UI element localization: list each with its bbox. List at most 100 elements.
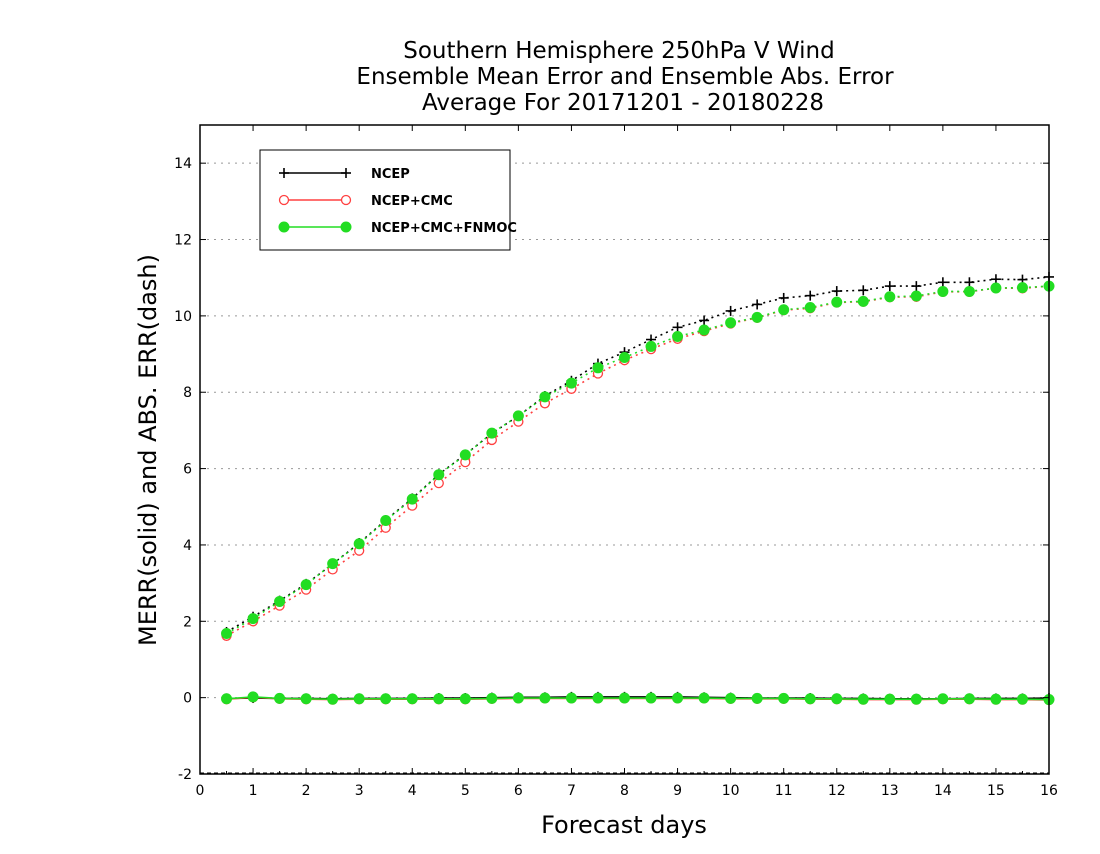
mean-error-point bbox=[751, 692, 763, 704]
abs-error-point bbox=[486, 427, 498, 439]
mean-error-point bbox=[221, 693, 233, 705]
abs-error-point bbox=[592, 362, 604, 374]
abs-error-point bbox=[672, 322, 683, 333]
abs-error-point bbox=[857, 295, 869, 307]
mean-error-point bbox=[247, 691, 259, 703]
abs-error-point bbox=[831, 286, 842, 297]
mean-error-point bbox=[910, 693, 922, 705]
abs-error-point bbox=[459, 449, 471, 461]
abs-error-point bbox=[751, 311, 763, 323]
mean-error-point bbox=[857, 693, 869, 705]
abs-error-point bbox=[910, 290, 922, 302]
abs-error-point bbox=[752, 299, 763, 310]
mean-error-point bbox=[406, 693, 418, 705]
mean-error-point bbox=[565, 692, 577, 704]
x-tick-label: 14 bbox=[934, 783, 952, 799]
abs-error-point bbox=[699, 315, 710, 326]
mean-error-point bbox=[539, 692, 551, 704]
mean-error-point bbox=[353, 693, 365, 705]
legend-label: NCEP+CMC bbox=[371, 194, 453, 209]
x-tick-label: 1 bbox=[249, 783, 258, 799]
abs-error-point bbox=[433, 469, 445, 481]
series-ncep-cmc-fnmoc bbox=[221, 280, 1055, 706]
x-tick-label: 5 bbox=[461, 783, 470, 799]
abs-error-point bbox=[619, 351, 630, 363]
legend-label: NCEP+CMC+FNMOC bbox=[371, 221, 517, 236]
mean-error-point bbox=[990, 693, 1002, 705]
mean-error-point bbox=[831, 693, 843, 705]
mean-error-point bbox=[698, 692, 710, 704]
abs-error-point bbox=[725, 305, 736, 316]
abs-error-point bbox=[884, 281, 895, 292]
mean-error-point bbox=[725, 692, 737, 704]
abs-error-point bbox=[964, 277, 975, 288]
y-tick-label: 6 bbox=[183, 462, 192, 478]
mean-error-point bbox=[486, 692, 498, 704]
y-tick-label: 0 bbox=[183, 691, 192, 707]
y-axis-label: MERR(solid) and ABS. ERR(dash) bbox=[134, 254, 162, 646]
abs-error-line bbox=[226, 285, 1050, 637]
abs-error-point bbox=[565, 377, 577, 389]
abs-error-point bbox=[221, 628, 233, 640]
y-tick-label: 14 bbox=[174, 156, 192, 172]
legend-marker bbox=[340, 221, 352, 233]
mean-error-point bbox=[459, 693, 471, 705]
abs-error-point bbox=[937, 285, 949, 297]
abs-error-point bbox=[698, 324, 710, 336]
mean-error-point bbox=[778, 692, 790, 704]
abs-error-point bbox=[672, 330, 684, 342]
abs-error-point bbox=[937, 277, 948, 288]
abs-error-point bbox=[858, 285, 869, 296]
mean-error-point bbox=[380, 693, 392, 705]
abs-error-point bbox=[353, 538, 365, 550]
mean-error-point bbox=[592, 692, 604, 704]
mean-error-point bbox=[963, 693, 975, 705]
abs-error-point bbox=[725, 317, 737, 329]
y-tick-label: 10 bbox=[174, 309, 192, 325]
mean-error-point bbox=[645, 692, 657, 704]
title-line-1: Southern Hemisphere 250hPa V Wind bbox=[403, 38, 834, 64]
mean-error-point bbox=[433, 693, 445, 705]
abs-error-point bbox=[804, 301, 816, 313]
legend-marker bbox=[278, 221, 290, 233]
x-tick-label: 11 bbox=[775, 783, 793, 799]
mean-error-point bbox=[327, 693, 339, 705]
abs-error-point bbox=[274, 595, 286, 607]
y-tick-label: 4 bbox=[183, 538, 192, 554]
abs-error-line bbox=[226, 276, 1050, 633]
series-ncep-cmc bbox=[221, 280, 1055, 706]
x-axis-label: Forecast days bbox=[541, 811, 707, 839]
abs-error-point bbox=[300, 579, 312, 591]
gridlines bbox=[200, 162, 1049, 774]
mean-error-point bbox=[937, 693, 949, 705]
mean-error-point bbox=[512, 692, 524, 704]
legend-marker bbox=[341, 168, 351, 178]
mean-error-point bbox=[804, 693, 816, 705]
legend-label: NCEP bbox=[371, 167, 410, 182]
x-tick-label: 13 bbox=[881, 783, 899, 799]
x-tick-label: 4 bbox=[408, 783, 417, 799]
mean-error-point bbox=[619, 692, 630, 704]
mean-error-point bbox=[884, 693, 896, 705]
abs-error-point bbox=[778, 304, 790, 316]
y-tick-label: -2 bbox=[178, 767, 192, 783]
abs-error-line bbox=[226, 285, 1050, 635]
title-line-2: Ensemble Mean Error and Ensemble Abs. Er… bbox=[356, 64, 894, 90]
legend: NCEP NCEP+CMC NCEP+CMC+FNMOC bbox=[259, 149, 517, 251]
abs-error-point bbox=[327, 558, 339, 570]
x-tick-label: 15 bbox=[987, 783, 1005, 799]
x-tick-label: 8 bbox=[620, 783, 629, 799]
abs-error-point bbox=[990, 282, 1002, 294]
x-tick-label: 16 bbox=[1040, 783, 1058, 799]
series-ncep bbox=[221, 271, 1054, 704]
abs-error-point bbox=[884, 291, 896, 303]
mean-error-point bbox=[300, 693, 312, 705]
x-tick-label: 6 bbox=[514, 783, 523, 799]
mean-error-point bbox=[274, 692, 286, 704]
abs-error-point bbox=[911, 281, 922, 292]
abs-error-point bbox=[1016, 282, 1028, 294]
y-axis-ticks: -2 0 2 4 6 8 10 12 14 bbox=[174, 156, 1049, 783]
abs-error-point bbox=[247, 613, 259, 625]
